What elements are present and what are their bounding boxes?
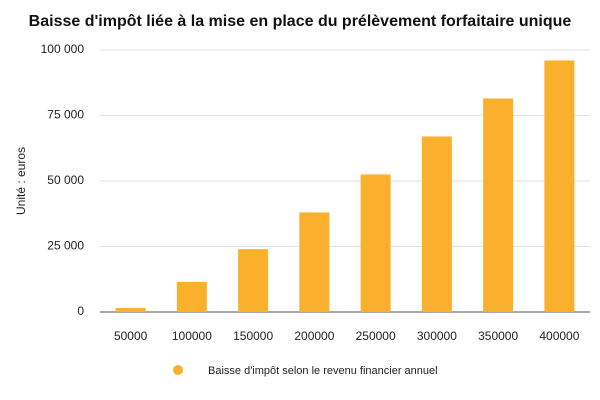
legend-marker (173, 365, 183, 375)
chart-title: Baisse d'impôt liée à la mise en place d… (29, 13, 572, 30)
bar (115, 308, 146, 312)
x-tick-label: 50000 (114, 329, 148, 343)
x-tick-label: 400000 (539, 329, 579, 343)
y-axis-label: Unité : euros (14, 147, 28, 215)
x-tick-label: 350000 (478, 329, 518, 343)
x-tick-label: 100000 (172, 329, 212, 343)
bar (360, 174, 391, 312)
bar (421, 136, 452, 312)
bar (299, 212, 330, 312)
legend-label: Baisse d'impôt selon le revenu financier… (208, 365, 438, 377)
x-tick-label: 200000 (294, 329, 334, 343)
y-tick-label: 50 000 (47, 173, 84, 187)
bar (483, 98, 514, 312)
y-tick-label: 0 (77, 304, 84, 318)
bar (238, 249, 269, 312)
x-tick-label: 300000 (417, 329, 457, 343)
y-tick-label: 75 000 (47, 108, 84, 122)
y-tick-label: 100 000 (41, 42, 85, 56)
y-tick-label: 25 000 (47, 239, 84, 253)
bar (176, 281, 207, 312)
bar (544, 60, 575, 313)
x-tick-label: 150000 (233, 329, 273, 343)
x-tick-label: 250000 (356, 329, 396, 343)
